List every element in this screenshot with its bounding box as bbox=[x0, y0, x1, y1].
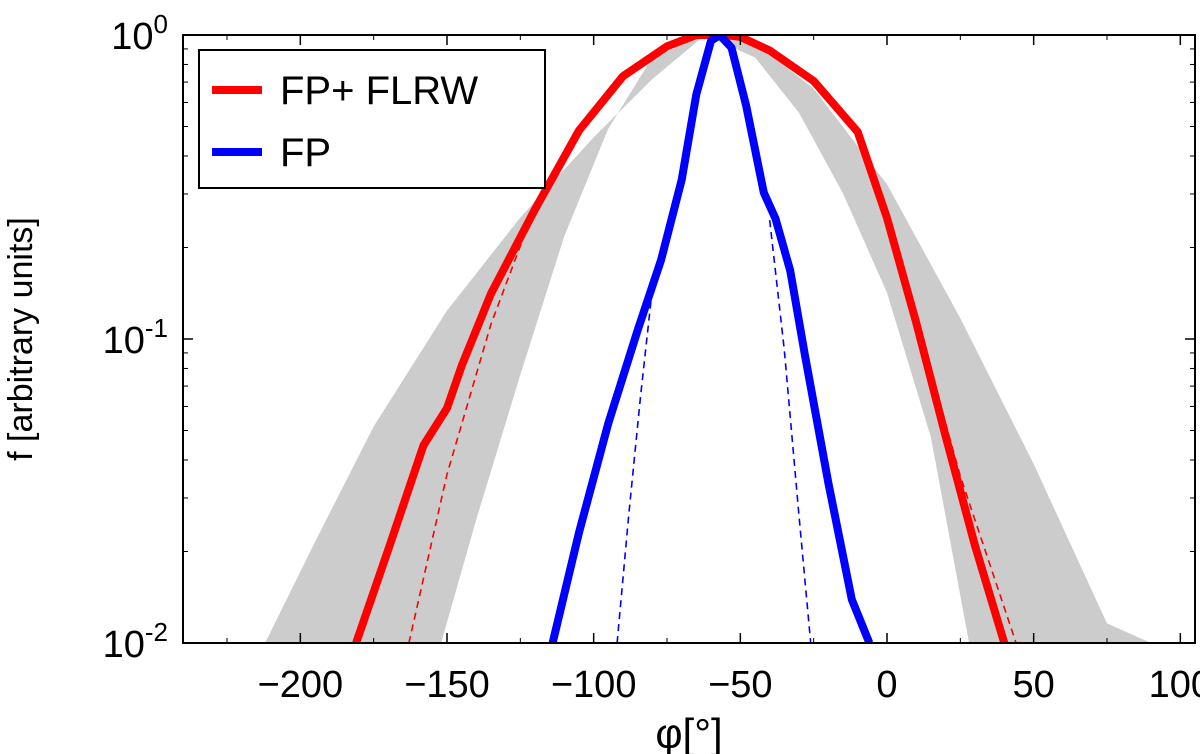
spread-band bbox=[265, 35, 1152, 643]
x-tick-labels: −200 −150 −100 −50 0 50 100 bbox=[258, 664, 1200, 706]
legend-label-fp-flrw: FP+ FLRW bbox=[280, 69, 478, 113]
y-tick-label: 10-2 bbox=[103, 617, 168, 666]
x-tick-label: −150 bbox=[404, 664, 490, 706]
y-axis-title: f [arbitrary units] bbox=[2, 217, 40, 461]
red-dashed-fit-line-1 bbox=[408, 206, 536, 643]
legend: FP+ FLRW FP bbox=[198, 49, 546, 189]
legend-box bbox=[198, 49, 546, 189]
legend-label-fp: FP bbox=[280, 131, 331, 175]
x-tick-label: 0 bbox=[876, 664, 897, 706]
blue-dashed-fit-line-5 bbox=[768, 220, 812, 643]
tick-layer bbox=[183, 34, 1195, 644]
x-tick-label: −50 bbox=[708, 664, 772, 706]
x-tick-label: 100 bbox=[1149, 664, 1200, 706]
x-tick-label: −100 bbox=[551, 664, 637, 706]
y-tick-label: 10-1 bbox=[103, 313, 168, 362]
blue-dashed-fit-line-4 bbox=[616, 288, 654, 643]
fp-series-line bbox=[548, 35, 874, 643]
spread-band-layer bbox=[265, 35, 1152, 643]
x-tick-label: −200 bbox=[258, 664, 344, 706]
y-tick-labels: 10-2 10-1 100 bbox=[103, 9, 168, 666]
x-axis-title: φ[°] bbox=[655, 710, 722, 754]
series-layer bbox=[352, 35, 1017, 643]
fp-flrw-series-line bbox=[352, 35, 1009, 643]
y-tick-label: 100 bbox=[111, 9, 168, 58]
x-tick-label: 50 bbox=[1013, 664, 1055, 706]
